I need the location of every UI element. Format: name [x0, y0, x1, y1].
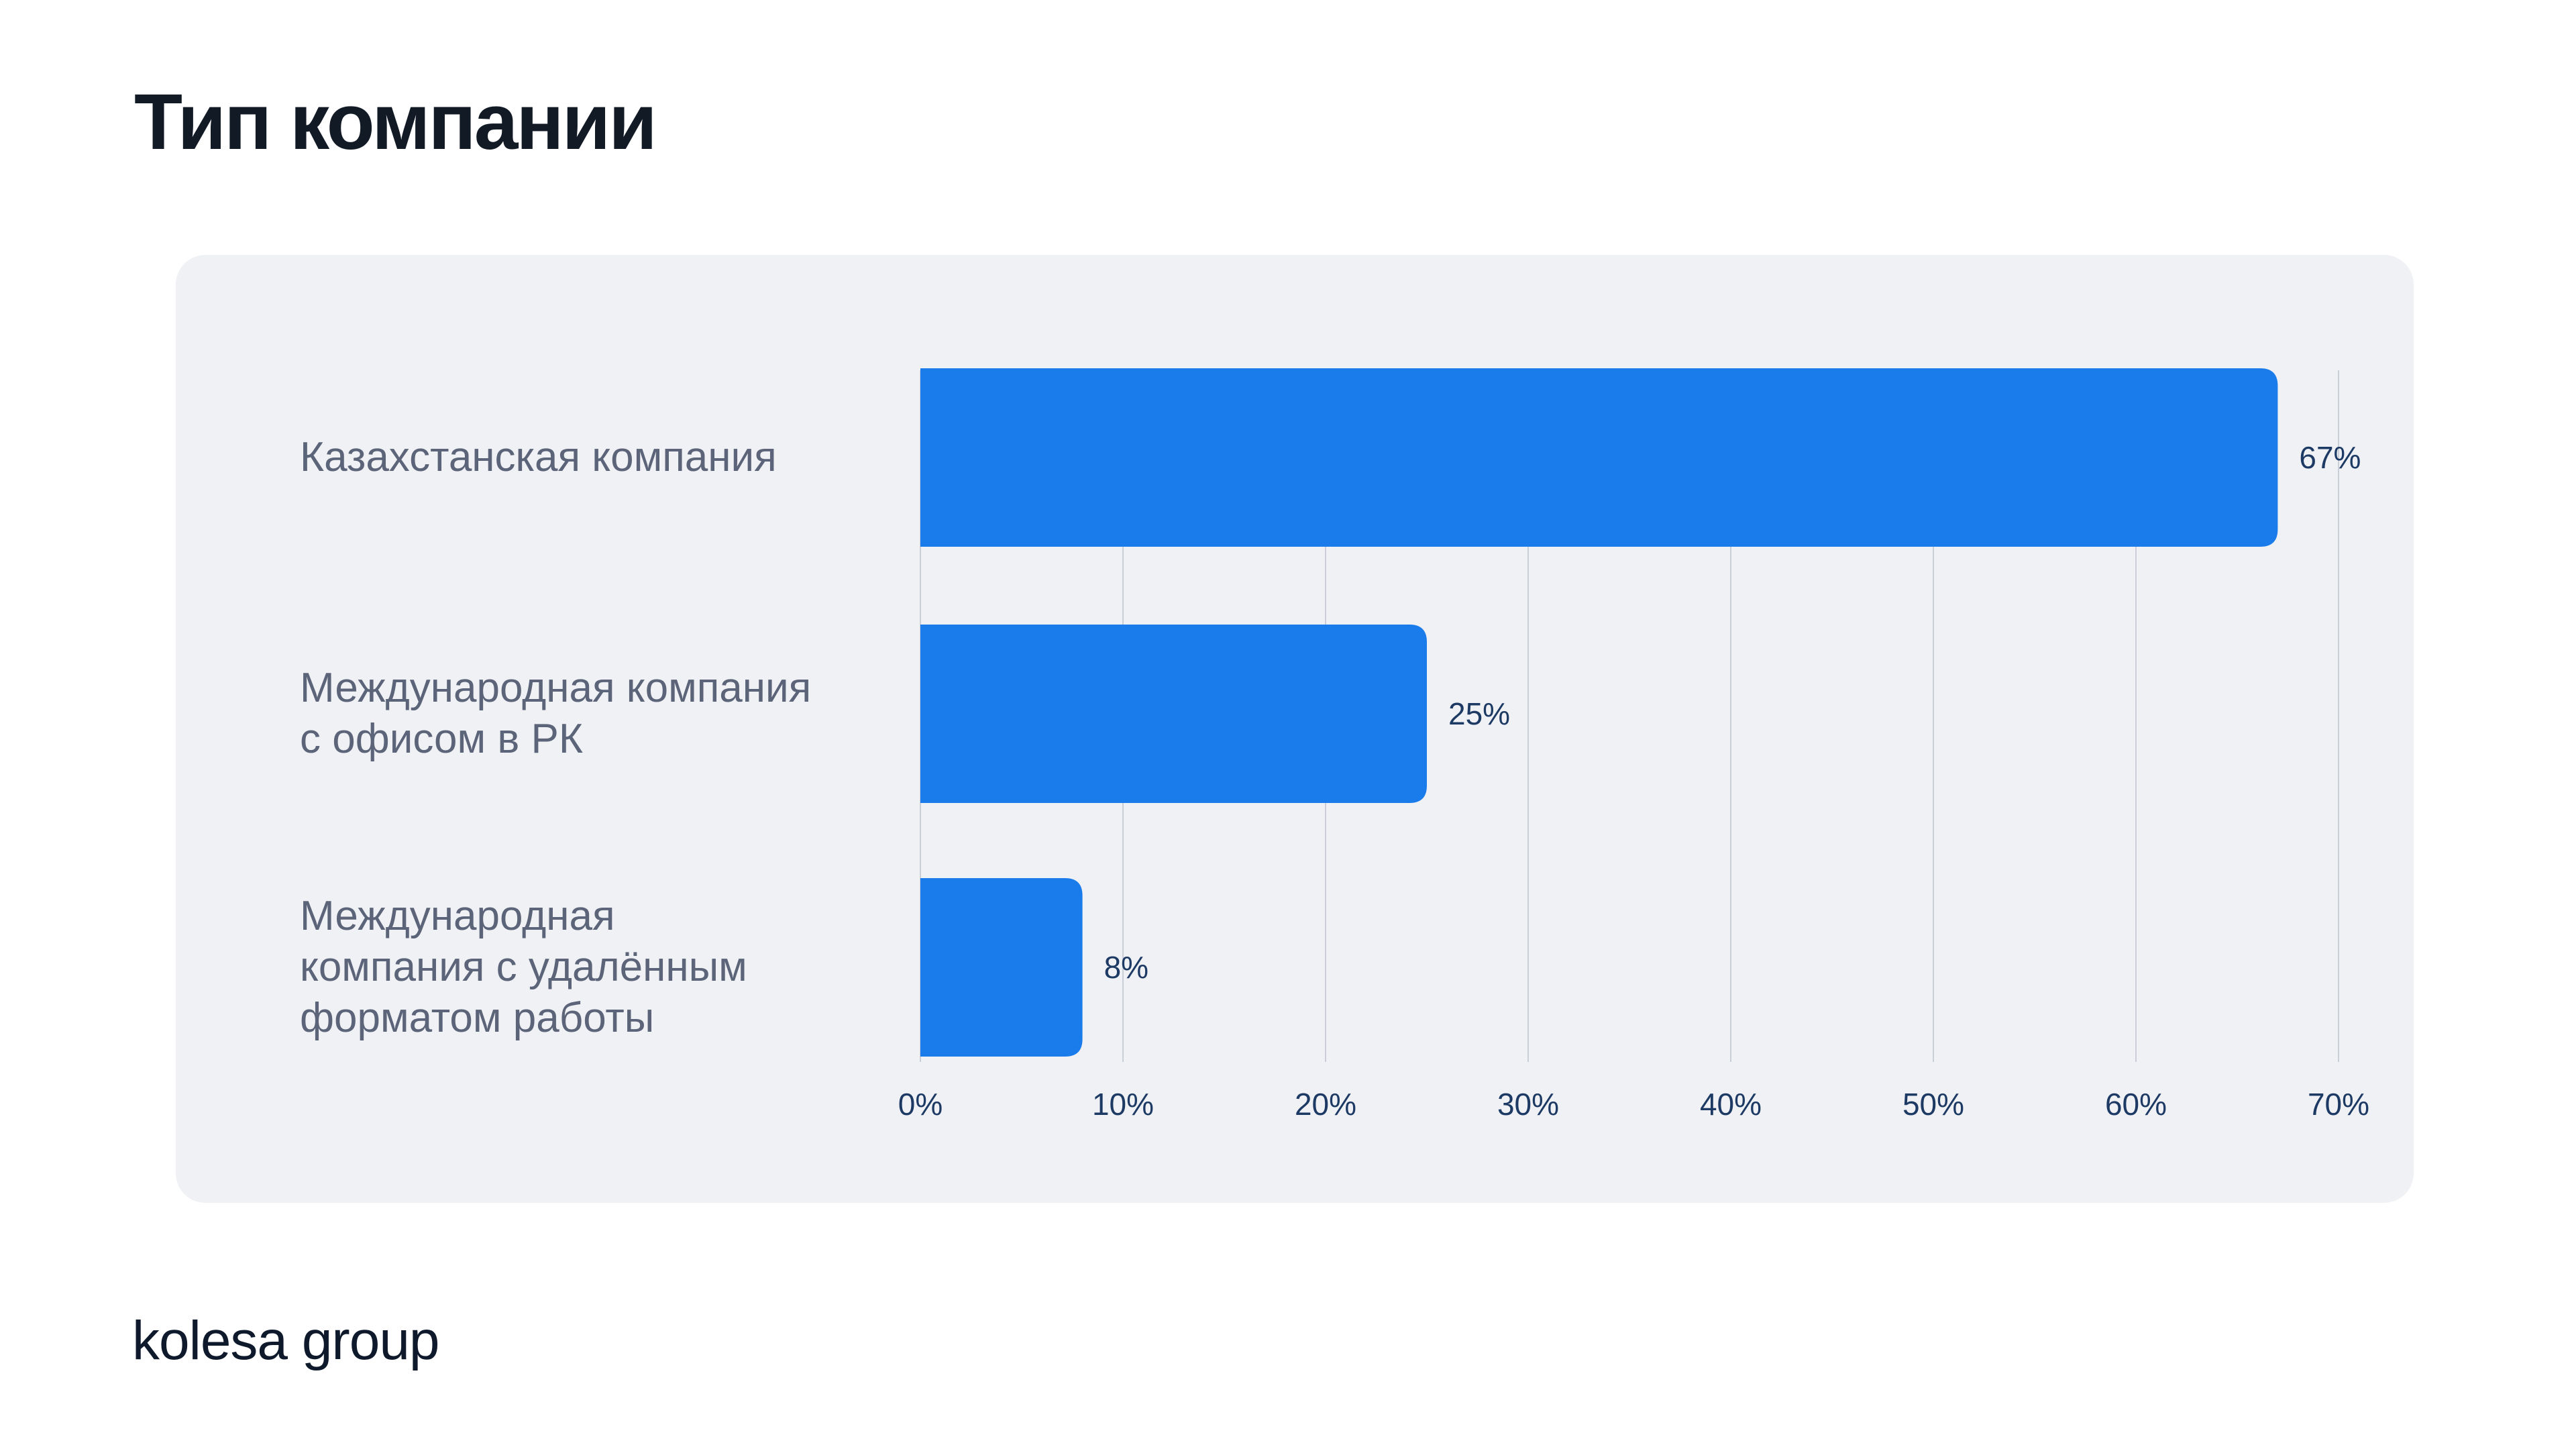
bar-value-label: 25% — [1448, 696, 1510, 731]
category-label: Международная компания с офисом в РК — [300, 663, 917, 765]
category-label-line: компания с удалённым — [300, 944, 747, 990]
bar-value-label: 67% — [2299, 440, 2361, 475]
value-label-layer: 67% 25% 8% — [1104, 440, 2361, 985]
category-label-line: Международная компания — [300, 665, 812, 711]
category-label: Международная компания с удалённым формато… — [300, 891, 917, 1044]
brand-logo: kolesa group — [132, 1310, 440, 1371]
bar — [920, 878, 1083, 1057]
chart-card: 67% 25% 8% 0% 10% 20% 30% 40% 50% 60% 70% Казахст… — [176, 255, 2414, 1203]
x-tick-label: 40% — [1700, 1087, 1762, 1122]
category-label-line: с офисом в РК — [300, 716, 584, 762]
x-tick-label: 30% — [1497, 1087, 1559, 1122]
page-title: Тип компании — [134, 78, 657, 166]
x-tick-label: 0% — [898, 1087, 943, 1122]
bar-value-label: 8% — [1104, 950, 1148, 985]
bar-layer — [920, 368, 2278, 1057]
x-tick-label: 20% — [1295, 1087, 1356, 1122]
category-label-line: Международная — [300, 893, 615, 939]
x-tick-label: 10% — [1092, 1087, 1154, 1122]
x-tick-label: 60% — [2105, 1087, 2167, 1122]
category-label-line: форматом работы — [300, 995, 655, 1041]
category-label: Казахстанская компания — [300, 432, 917, 483]
x-axis-tick-layer: 0% 10% 20% 30% 40% 50% 60% 70% — [898, 1087, 2369, 1122]
bar — [920, 368, 2278, 547]
category-label-line: Казахстанская компания — [300, 434, 777, 480]
x-tick-label: 70% — [2308, 1087, 2369, 1122]
x-tick-label: 50% — [1902, 1087, 1964, 1122]
bar — [920, 625, 1427, 803]
bar-chart: 67% 25% 8% 0% 10% 20% 30% 40% 50% 60% 70% — [898, 368, 2369, 1122]
